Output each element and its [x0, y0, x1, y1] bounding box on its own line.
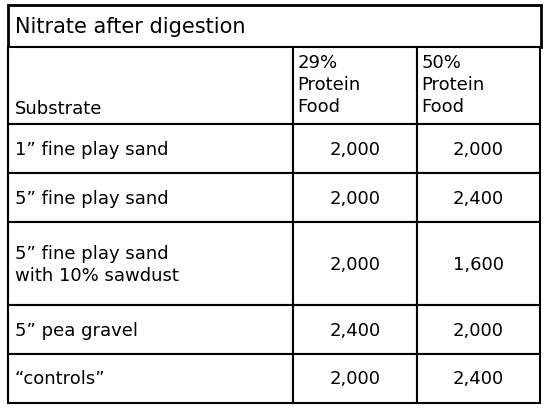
Bar [8, 174, 293, 222]
Bar [293, 306, 417, 354]
Text: Nitrate after digestion: Nitrate after digestion [15, 17, 245, 37]
Text: “controls”: “controls” [15, 370, 105, 388]
Text: Substrate: Substrate [15, 100, 102, 118]
Bar [8, 354, 293, 403]
Bar [8, 125, 293, 174]
Bar [293, 125, 417, 174]
Text: 5” fine play sand
with 10% sawdust: 5” fine play sand with 10% sawdust [15, 244, 178, 284]
Bar [8, 222, 293, 306]
Text: 2,000: 2,000 [329, 370, 380, 388]
Text: 2,400: 2,400 [453, 189, 504, 207]
Bar [417, 354, 540, 403]
Text: 1” fine play sand: 1” fine play sand [15, 140, 169, 158]
Text: 2,000: 2,000 [329, 140, 380, 158]
Bar [293, 222, 417, 306]
Bar [417, 48, 540, 125]
Bar [417, 174, 540, 222]
Text: 1,600: 1,600 [453, 255, 504, 273]
Bar [417, 222, 540, 306]
Text: 5” pea gravel: 5” pea gravel [15, 321, 138, 339]
Text: 2,400: 2,400 [453, 370, 504, 388]
Text: 2,000: 2,000 [329, 189, 380, 207]
Bar [417, 306, 540, 354]
Text: 2,000: 2,000 [453, 140, 504, 158]
Text: 5” fine play sand: 5” fine play sand [15, 189, 169, 207]
Text: 29%
Protein
Food: 29% Protein Food [298, 54, 361, 116]
Bar [8, 6, 541, 48]
Bar [8, 48, 293, 125]
Bar [293, 174, 417, 222]
Bar [8, 306, 293, 354]
Text: 2,000: 2,000 [453, 321, 504, 339]
Bar [417, 125, 540, 174]
Text: 2,400: 2,400 [329, 321, 380, 339]
Text: 2,000: 2,000 [329, 255, 380, 273]
Bar [293, 354, 417, 403]
Text: 50%
Protein
Food: 50% Protein Food [421, 54, 484, 116]
Bar [293, 48, 417, 125]
